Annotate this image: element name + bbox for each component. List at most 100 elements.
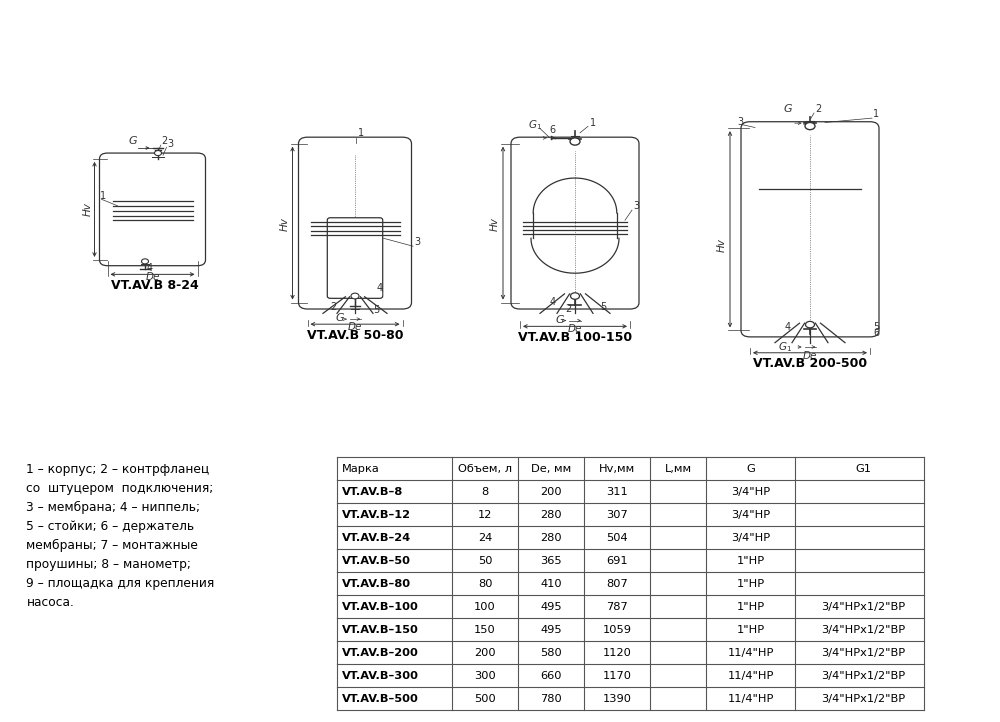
Text: 3/4"HP: 3/4"HP [731, 487, 770, 497]
Text: 410: 410 [540, 579, 562, 589]
Text: VT.AV.B–8: VT.AV.B–8 [342, 487, 403, 497]
Text: 200: 200 [540, 487, 562, 497]
Circle shape [805, 123, 815, 130]
Circle shape [142, 258, 148, 264]
Text: 1"HP: 1"HP [737, 625, 765, 635]
Text: 1"HP: 1"HP [737, 602, 765, 612]
Text: 5: 5 [873, 323, 879, 332]
Circle shape [570, 293, 580, 299]
Text: 1"HP: 1"HP [737, 579, 765, 589]
Text: 3/4"HPx1/2"BP: 3/4"HPx1/2"BP [821, 694, 905, 704]
Text: 307: 307 [606, 510, 628, 520]
Text: Hv: Hv [717, 238, 727, 253]
Text: 691: 691 [606, 556, 628, 566]
Text: 1059: 1059 [603, 625, 632, 635]
Text: 3/4"HPx1/2"BP: 3/4"HPx1/2"BP [821, 671, 905, 681]
Text: De: De [803, 351, 817, 360]
Text: 3/4"HP: 3/4"HP [731, 533, 770, 543]
Text: 24: 24 [478, 533, 492, 543]
Text: $G_1$: $G_1$ [778, 340, 792, 354]
Text: 8: 8 [481, 487, 489, 497]
Text: VT.AV.B 200-500: VT.AV.B 200-500 [753, 357, 867, 370]
Text: 1: 1 [358, 129, 364, 139]
Text: 2: 2 [565, 304, 571, 314]
Text: 365: 365 [540, 556, 562, 566]
Text: VT.AV.B–150: VT.AV.B–150 [342, 625, 419, 635]
FancyBboxPatch shape [327, 218, 383, 298]
Text: 1: 1 [100, 191, 106, 201]
Text: 3: 3 [414, 238, 420, 248]
Text: 5: 5 [600, 302, 606, 312]
Text: 280: 280 [540, 533, 562, 543]
Text: 495: 495 [540, 625, 562, 635]
Text: G1: G1 [855, 464, 871, 474]
Text: VT.AV.B 50-80: VT.AV.B 50-80 [307, 329, 403, 342]
Text: De: De [146, 272, 160, 282]
Text: 787: 787 [606, 602, 628, 612]
Text: VT.AV.B–12: VT.AV.B–12 [342, 510, 411, 520]
Text: 4: 4 [550, 297, 556, 307]
Text: 1120: 1120 [603, 648, 632, 658]
Text: Hv: Hv [280, 217, 290, 231]
Text: 495: 495 [540, 602, 562, 612]
Text: De, мм: De, мм [531, 464, 571, 474]
Text: 300: 300 [474, 671, 496, 681]
Text: VT.AV.B–300: VT.AV.B–300 [342, 671, 419, 681]
Text: 11/4"HP: 11/4"HP [728, 694, 774, 704]
Text: 780: 780 [540, 694, 562, 704]
Text: 807: 807 [606, 579, 628, 589]
Text: 660: 660 [540, 671, 562, 681]
Text: 150: 150 [474, 625, 496, 635]
Text: G: G [336, 313, 344, 323]
Text: 200: 200 [474, 648, 496, 658]
Text: Hv: Hv [82, 202, 92, 217]
Text: 3/4"HP: 3/4"HP [731, 510, 770, 520]
Text: 3: 3 [167, 139, 173, 149]
Text: 1170: 1170 [603, 671, 632, 681]
Text: 11/4"HP: 11/4"HP [728, 671, 774, 681]
Text: 1: 1 [873, 110, 879, 119]
Text: 6: 6 [549, 125, 555, 135]
Text: 100: 100 [474, 602, 496, 612]
Text: 12: 12 [478, 510, 492, 520]
Text: G: G [746, 464, 755, 474]
Text: 3/4"HPx1/2"BP: 3/4"HPx1/2"BP [821, 625, 905, 635]
Text: 80: 80 [478, 579, 492, 589]
Text: $G_1$: $G_1$ [528, 118, 542, 131]
Text: 50: 50 [478, 556, 492, 566]
Text: VT.AV.B–100: VT.AV.B–100 [342, 602, 419, 612]
Text: Объем, л: Объем, л [458, 464, 512, 474]
FancyBboxPatch shape [100, 153, 206, 266]
Text: 2: 2 [161, 136, 167, 147]
Text: 5: 5 [373, 305, 379, 316]
Text: 4: 4 [785, 323, 791, 332]
Circle shape [570, 138, 580, 145]
Text: L,мм: L,мм [665, 464, 692, 474]
Text: 4: 4 [147, 264, 153, 274]
Text: 1 – корпус; 2 – контрфланец
со  штуцером  подключения;
3 – мембрана; 4 – ниппель: 1 – корпус; 2 – контрфланец со штуцером … [26, 463, 215, 609]
Text: Марка: Марка [342, 464, 380, 474]
Text: 3/4"HPx1/2"BP: 3/4"HPx1/2"BP [821, 602, 905, 612]
Text: 280: 280 [540, 510, 562, 520]
Text: VT.AV.B 8-24: VT.AV.B 8-24 [111, 279, 199, 292]
FancyBboxPatch shape [298, 137, 412, 309]
Text: 580: 580 [540, 648, 562, 658]
Text: 6: 6 [873, 329, 879, 338]
Text: 1390: 1390 [603, 694, 632, 704]
Text: VT.AV.B–24: VT.AV.B–24 [342, 533, 411, 543]
Text: VT.AV.B–80: VT.AV.B–80 [342, 579, 411, 589]
Circle shape [806, 321, 814, 328]
Text: De: De [568, 324, 582, 334]
Text: 504: 504 [606, 533, 628, 543]
Text: 2: 2 [330, 302, 336, 312]
FancyBboxPatch shape [741, 122, 879, 337]
Text: Hv: Hv [490, 217, 500, 231]
Text: 500: 500 [474, 694, 496, 704]
Text: 4: 4 [377, 283, 383, 293]
Circle shape [351, 293, 359, 299]
Text: 1"HP: 1"HP [737, 556, 765, 566]
Text: 2: 2 [815, 105, 821, 114]
Text: VT.AV.B–50: VT.AV.B–50 [342, 556, 411, 566]
FancyBboxPatch shape [511, 137, 639, 309]
Text: 1: 1 [590, 118, 596, 128]
